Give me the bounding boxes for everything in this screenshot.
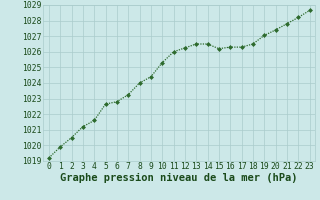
X-axis label: Graphe pression niveau de la mer (hPa): Graphe pression niveau de la mer (hPa) (60, 173, 298, 183)
